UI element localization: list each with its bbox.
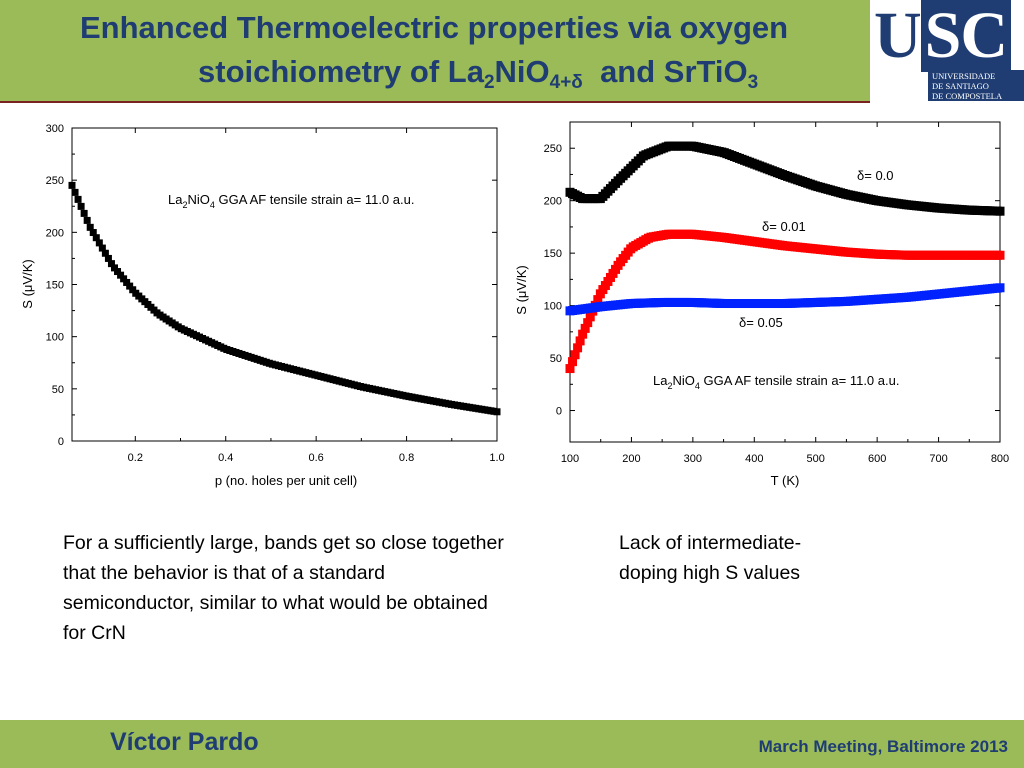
data-point bbox=[95, 239, 103, 247]
data-point bbox=[77, 202, 85, 210]
data-point bbox=[583, 318, 593, 328]
data-point bbox=[493, 408, 501, 416]
data-point bbox=[86, 223, 94, 231]
annotation-part: 4 bbox=[695, 381, 700, 391]
data-point bbox=[74, 195, 82, 203]
y-tick-label: 250 bbox=[46, 175, 64, 187]
title-bar: Enhanced Thermoelectric properties via o… bbox=[0, 0, 870, 103]
annotation-part: 4 bbox=[210, 200, 215, 210]
y-tick-label: 150 bbox=[46, 280, 64, 292]
y-tick-label: 150 bbox=[544, 248, 562, 260]
x-tick-label: 0.2 bbox=[128, 452, 143, 464]
data-point bbox=[580, 323, 590, 333]
author-name: Víctor Pardo bbox=[110, 728, 259, 756]
y-tick-label: 50 bbox=[52, 384, 64, 396]
data-point bbox=[89, 229, 97, 237]
data-point bbox=[71, 188, 79, 196]
data-point bbox=[995, 250, 1005, 260]
logo-university-name: UNIVERSIDADE DE SANTIAGO DE COMPOSTELA bbox=[928, 70, 1024, 101]
x-tick-label: 0.6 bbox=[309, 452, 324, 464]
data-point bbox=[568, 357, 578, 367]
x-tick-label: 200 bbox=[622, 453, 640, 465]
x-tick-label: 500 bbox=[807, 453, 825, 465]
y-tick-label: 200 bbox=[544, 196, 562, 208]
annotation-part: NiO bbox=[672, 373, 694, 388]
note-right: Lack of intermediate-doping high S value… bbox=[619, 532, 802, 584]
annotation-part: GGA AF tensile strain a= 11.0 a.u. bbox=[700, 373, 900, 388]
y-tick-label: 50 bbox=[550, 353, 562, 365]
series-label-delta-001: δ= 0.01 bbox=[762, 219, 806, 234]
data-point bbox=[593, 295, 603, 305]
y-tick-label: 250 bbox=[544, 143, 562, 155]
series-label-delta-005: δ= 0.05 bbox=[739, 315, 783, 330]
series-2 bbox=[565, 283, 1005, 316]
data-point bbox=[83, 216, 91, 224]
series-1 bbox=[565, 229, 1005, 374]
data-point bbox=[995, 206, 1005, 216]
note-left: For a sufficiently large, bands get so c… bbox=[63, 532, 504, 644]
y-tick-label: 200 bbox=[46, 227, 64, 239]
chart-seebeck-vs-temperature: 100 200 300 400 500 600 700 800050100150200250 … bbox=[514, 121, 1009, 488]
data-point bbox=[120, 275, 128, 283]
data-point bbox=[114, 268, 122, 276]
y-axis-label: S (μV/K) bbox=[514, 265, 529, 314]
y-tick-label: 300 bbox=[46, 123, 64, 135]
data-point bbox=[68, 181, 76, 189]
y-tick-label: 0 bbox=[556, 406, 562, 418]
slide-title: Enhanced Thermoelectric properties via o… bbox=[0, 6, 870, 105]
data-point bbox=[565, 364, 575, 374]
chart-annotation: La2NiO4 GGA AF tensile strain a= 11.0 a.… bbox=[168, 192, 414, 210]
logo-letters: USC bbox=[874, 0, 1012, 72]
series-0 bbox=[68, 181, 501, 416]
usc-logo: USC UNIVERSIDADE DE SANTIAGO DE COMPOSTE… bbox=[870, 0, 1024, 103]
series-0 bbox=[565, 141, 1005, 216]
y-tick-label: 0 bbox=[58, 436, 64, 448]
data-point bbox=[126, 282, 134, 290]
data-point bbox=[578, 329, 588, 339]
data-point bbox=[80, 209, 88, 217]
chart-annotation: La2NiO4 GGA AF tensile strain a= 11.0 a.… bbox=[653, 373, 899, 391]
data-point bbox=[107, 260, 115, 268]
annotation-part: GGA AF tensile strain a= 11.0 a.u. bbox=[215, 192, 415, 207]
series-label-delta-0: δ= 0.0 bbox=[857, 168, 894, 183]
data-point bbox=[573, 343, 583, 353]
x-tick-label: 800 bbox=[991, 453, 1009, 465]
y-axis-label: S (μV/K) bbox=[20, 259, 35, 308]
annotation-part: La bbox=[168, 192, 183, 207]
x-axis-label: T (K) bbox=[771, 473, 800, 488]
y-tick-label: 100 bbox=[544, 301, 562, 313]
data-point bbox=[117, 271, 125, 279]
data-point bbox=[101, 249, 109, 257]
data-point bbox=[575, 336, 585, 346]
y-tick-label: 100 bbox=[46, 332, 64, 344]
data-point bbox=[104, 254, 112, 262]
x-tick-label: 600 bbox=[868, 453, 886, 465]
x-tick-label: 700 bbox=[929, 453, 947, 465]
annotation-part: 2 bbox=[667, 381, 672, 391]
annotation-part: 2 bbox=[182, 200, 187, 210]
title-line-1: Enhanced Thermoelectric properties via o… bbox=[80, 10, 789, 45]
data-point bbox=[92, 234, 100, 242]
chart-seebeck-vs-holes: 0.2 0.4 0.6 0.8 1.0 0 50 100 150 200 250 300 La2NiO… bbox=[20, 123, 505, 488]
data-point bbox=[98, 244, 106, 252]
data-point bbox=[123, 278, 131, 286]
data-point bbox=[995, 283, 1005, 293]
annotation-part: NiO bbox=[187, 192, 209, 207]
x-axis-label: p (no. holes per unit cell) bbox=[215, 473, 357, 488]
title-line-2: stoichiometry of La2NiO4+δ and SrTiO3 bbox=[198, 54, 759, 93]
plot-frame bbox=[71, 127, 498, 442]
data-point bbox=[585, 312, 595, 322]
footer-bar: Víctor Pardo March Meeting, Baltimore 20… bbox=[0, 720, 1024, 768]
x-tick-label: 100 bbox=[561, 453, 579, 465]
data-point bbox=[111, 264, 118, 272]
venue: March Meeting, Baltimore 2013 bbox=[758, 737, 1008, 756]
x-tick-label: 300 bbox=[684, 453, 702, 465]
x-tick-label: 0.4 bbox=[218, 452, 233, 464]
x-tick-label: 0.8 bbox=[399, 452, 414, 464]
data-point bbox=[570, 350, 580, 360]
annotation-part: La bbox=[653, 373, 668, 388]
x-tick-label: 400 bbox=[745, 453, 763, 465]
data-point bbox=[129, 286, 137, 294]
x-tick-label: 1.0 bbox=[489, 452, 504, 464]
